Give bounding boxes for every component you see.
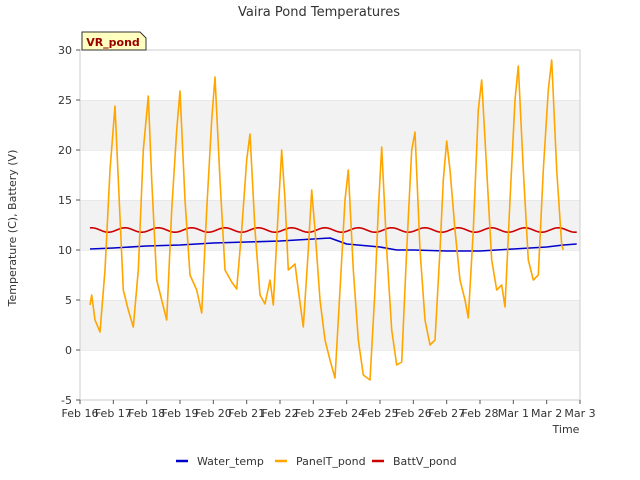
station-badge-label: VR_pond xyxy=(86,36,140,49)
x-tick-label: Feb 20 xyxy=(195,407,232,420)
x-tick-label: Feb 25 xyxy=(362,407,399,420)
series-line-panelt-pond xyxy=(89,59,565,381)
series-layer xyxy=(89,59,577,381)
x-tick-label: Feb 18 xyxy=(128,407,165,420)
chart-title: Vaira Pond Temperatures xyxy=(238,5,400,20)
y-tick-label: 30 xyxy=(58,44,72,57)
y-tick-label: 10 xyxy=(58,244,72,257)
grid-band xyxy=(80,200,580,250)
x-tick-label: Feb 28 xyxy=(462,407,499,420)
x-tick-label: Mar 3 xyxy=(564,407,595,420)
x-tick-label: Mar 1 xyxy=(498,407,529,420)
y-tick-label: 0 xyxy=(65,344,72,357)
grid-band xyxy=(80,50,580,100)
legend-label: Water_temp xyxy=(197,455,264,468)
x-tick-label: Feb 24 xyxy=(328,407,365,420)
y-tick-label: -5 xyxy=(61,394,72,407)
x-tick-label: Feb 22 xyxy=(262,407,299,420)
station-badge: VR_pond xyxy=(81,31,147,51)
grid-band xyxy=(80,250,580,300)
plot-area xyxy=(79,49,581,401)
station-badge-box xyxy=(81,31,147,51)
x-tick-label: Feb 26 xyxy=(395,407,432,420)
legend-label: BattV_pond xyxy=(393,455,457,468)
x-tick-label: Feb 27 xyxy=(428,407,465,420)
series-line-water-temp xyxy=(89,237,577,252)
grid-band xyxy=(80,100,580,150)
grid-bands xyxy=(80,49,580,400)
x-tick-label: Feb 23 xyxy=(295,407,332,420)
x-tick-label: Feb 21 xyxy=(228,407,265,420)
y-axis-label: Temperature (C), Battery (V) xyxy=(6,150,19,308)
y-tick-label: 20 xyxy=(58,144,72,157)
grid-band xyxy=(80,150,580,200)
x-tick-label: Feb 16 xyxy=(62,407,99,420)
y-tick-label: 15 xyxy=(58,194,72,207)
x-tick-label: Mar 2 xyxy=(531,407,562,420)
y-tick-label: 25 xyxy=(58,94,72,107)
x-tick-label: Feb 17 xyxy=(95,407,132,420)
legend-label: PanelT_pond xyxy=(296,455,366,468)
x-axis-label: Time xyxy=(552,423,580,436)
y-tick-label: 5 xyxy=(65,294,72,307)
legend: Water_temp PanelT_pond BattV_pond xyxy=(176,455,457,468)
x-tick-label: Feb 19 xyxy=(162,407,199,420)
